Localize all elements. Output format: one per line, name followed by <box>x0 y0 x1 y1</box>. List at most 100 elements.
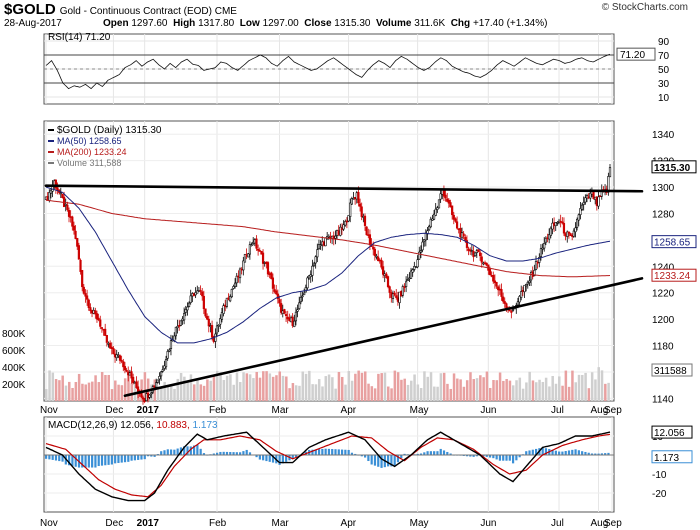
macd-histogram-bar <box>360 455 363 457</box>
macd-histogram-bar <box>429 451 432 455</box>
chg-label: Chg <box>450 18 471 29</box>
price-candle-body <box>316 249 319 258</box>
macd-last-label: 12.056 <box>654 428 685 439</box>
price-candle-body <box>418 251 421 260</box>
price-candle-body <box>164 359 168 368</box>
price-candle-body <box>89 307 92 312</box>
volume-bar <box>104 374 107 401</box>
volume-bar <box>479 375 482 401</box>
macd-histogram-bar <box>370 455 373 465</box>
price-candle-body <box>409 270 413 279</box>
volume-bar <box>97 382 101 401</box>
volume-bar <box>574 382 577 401</box>
volume-bar <box>156 386 160 401</box>
macd-histogram-bar <box>71 455 74 467</box>
price-candle-body <box>567 231 570 234</box>
price-candle-body <box>176 325 179 329</box>
high-value: 1317.80 <box>198 18 235 29</box>
volume-last-box <box>651 363 693 377</box>
macd-histogram-bar <box>390 455 393 467</box>
volume-bar <box>314 384 318 401</box>
volume-bar <box>456 378 459 401</box>
price-candle-body <box>156 379 159 383</box>
price-candle-body <box>220 312 224 320</box>
price-y-tick-label: 1200 <box>652 315 675 326</box>
macd-histogram-bar <box>81 455 84 468</box>
volume-bar <box>571 370 574 401</box>
macd-histogram-bar <box>294 455 298 458</box>
volume-bar <box>189 374 193 401</box>
price-candle-body <box>123 366 127 371</box>
price-candle-body <box>495 281 498 287</box>
price-candle-body <box>247 253 250 258</box>
volume-bar <box>54 379 58 401</box>
price-y-tick-label: 1280 <box>652 209 675 220</box>
volume-bar <box>426 376 429 401</box>
low-label: Low <box>239 18 260 29</box>
volume-bar <box>561 385 564 401</box>
price-candle-body <box>428 225 431 231</box>
macd-histogram-bar <box>100 455 104 466</box>
macd-histogram-bar <box>110 455 113 465</box>
price-candle-body <box>109 342 112 349</box>
volume-bar <box>87 382 91 401</box>
rsi-last-label: 71.20 <box>620 50 645 61</box>
price-candle-body <box>161 369 164 372</box>
price-candle-body <box>525 283 528 287</box>
price-candle-body <box>451 205 454 216</box>
volume-bar <box>117 384 120 401</box>
macd-histogram-bar <box>186 446 189 455</box>
volume-bar <box>169 385 173 401</box>
macd-histogram-bar <box>160 451 163 455</box>
volume-bar <box>554 383 558 401</box>
x-tick-label: Apr <box>341 405 357 416</box>
volume-bar <box>521 388 525 401</box>
x-tick-label: 2017 <box>137 405 160 416</box>
support-trendline <box>123 277 644 398</box>
price-candle-body <box>94 310 97 315</box>
price-candle-body <box>518 296 521 303</box>
macd-histogram-bar <box>485 455 488 457</box>
ma200-last-box <box>651 268 697 282</box>
macd-histogram-bar <box>183 446 186 455</box>
volume-bar <box>590 372 594 401</box>
macd-histogram-bar <box>498 455 502 461</box>
volume-bar <box>344 384 347 401</box>
hist-last-label: 1.173 <box>654 453 679 464</box>
macd-histogram-bar <box>594 453 597 455</box>
price-candle-body <box>271 277 275 289</box>
price-candle-body <box>206 316 209 320</box>
price-candle-body <box>293 320 296 327</box>
price-candle-body <box>76 237 79 247</box>
price-candle-body <box>125 369 128 372</box>
price-candle-body <box>183 313 186 321</box>
price-candle-body <box>158 375 161 380</box>
macd-histogram-bar <box>58 455 61 462</box>
x-tick-label: Nov <box>40 405 58 416</box>
volume-bar <box>383 372 387 401</box>
price-candle-body <box>345 220 349 223</box>
volume-bar <box>469 372 472 401</box>
volume-bar <box>61 375 64 401</box>
price-candle-body <box>510 311 513 313</box>
resistance-trendline <box>44 184 644 193</box>
price-candle-body <box>576 218 579 228</box>
macd-histogram-bar <box>439 448 442 455</box>
price-candle-body <box>520 291 523 298</box>
price-candle-body <box>99 319 102 327</box>
chg-value: +17.40 (+1.34%) <box>472 18 548 29</box>
volume-bar <box>324 376 328 401</box>
macd-title-part: MACD(12,26,9) 12.056, <box>48 420 154 431</box>
volume-bar <box>81 383 84 401</box>
macd-histogram-bar <box>597 453 600 455</box>
price-candle-body <box>59 192 62 195</box>
macd-histogram-bar <box>291 455 294 459</box>
volume-bar <box>327 374 331 401</box>
price-candle-body <box>395 295 398 298</box>
macd-histogram-bar <box>587 452 590 455</box>
x-tick-label: May <box>410 405 429 416</box>
price-candle-body <box>280 303 283 313</box>
macd-histogram-bar <box>327 448 331 455</box>
x-tick-label: Jul <box>551 405 564 416</box>
volume-bar <box>541 381 545 401</box>
